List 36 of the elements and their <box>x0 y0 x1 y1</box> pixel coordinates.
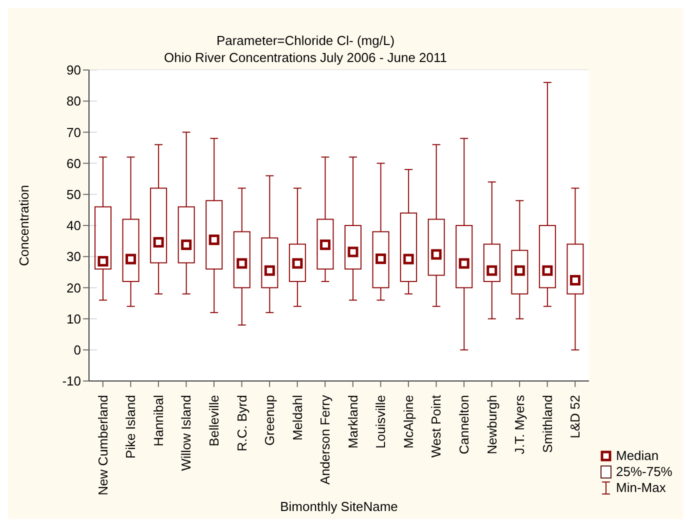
x-tick-label: J.T. Myers <box>512 394 528 454</box>
text: Min-Max <box>616 480 666 496</box>
x-tick-label: Newburgh <box>484 395 500 454</box>
x-tick-label: New Cumberland <box>95 395 110 496</box>
y-tick-label: -10 <box>62 374 81 389</box>
x-tick-label: Smithland <box>540 395 555 453</box>
text: 25%-75% <box>616 464 672 480</box>
y-tick-label: 60 <box>66 156 81 171</box>
y-tick-label: 70 <box>66 124 81 140</box>
x-tick-label: Greenup <box>262 395 278 446</box>
x-tick-label: Willow Island <box>178 395 194 471</box>
y-tick-label: 20 <box>66 280 81 296</box>
x-tick-label: R.C. Byrd <box>234 395 250 452</box>
x-tick-label: Markland <box>345 395 360 448</box>
x-tick-label: West Point <box>428 394 444 458</box>
chart-title: Parameter=Chloride Cl- (mg/L) <box>215 32 396 49</box>
x-tick-label: Anderson Ferry <box>318 394 333 485</box>
x-tick-label: L&D 52 <box>568 395 583 438</box>
x-tick-label: Hannibal <box>150 394 166 446</box>
x-axis-title: Bimonthly SiteName <box>280 499 398 514</box>
y-tick-label: 40 <box>66 218 81 234</box>
y-tick-label: 0 <box>74 342 81 358</box>
chart-subtitle: Ohio River Concentrations July 2006 - June 2011 <box>164 50 448 65</box>
y-tick-label: 10 <box>66 311 81 326</box>
x-tick-label: Cannelton <box>456 395 472 454</box>
x-tick-label: Pike Island <box>123 395 138 459</box>
y-tick-label: 80 <box>66 94 81 109</box>
x-tick-label: Belleville <box>206 395 222 446</box>
y-axis-title: Concentration <box>16 185 32 266</box>
x-tick-label: McAlpine <box>400 395 416 448</box>
text: Median <box>616 448 659 464</box>
y-tick-label: 90 <box>66 62 81 78</box>
x-tick-label: Meldahl <box>290 394 305 441</box>
y-tick-label: 50 <box>66 187 81 202</box>
x-tick-label: Louisville <box>373 395 388 448</box>
y-tick-label: 30 <box>66 249 81 264</box>
